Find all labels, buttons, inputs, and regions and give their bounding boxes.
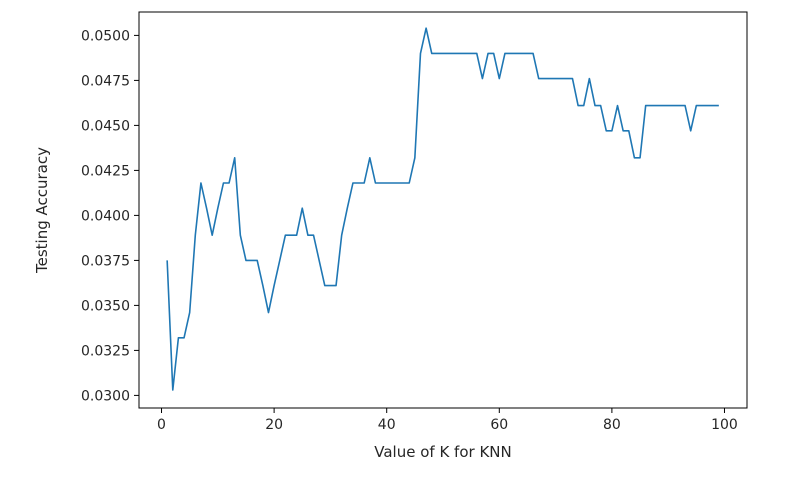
x-tick-label: 60 [490, 417, 508, 433]
y-tick-label: 0.0425 [81, 163, 130, 179]
y-tick-label: 0.0450 [81, 118, 130, 134]
x-tick-label: 20 [265, 417, 283, 433]
plot-frame [138, 11, 748, 409]
y-tick-label: 0.0300 [81, 388, 130, 404]
x-axis-title: Value of K for KNN [374, 443, 511, 461]
x-axis: 0 20 40 60 80 100 [157, 408, 738, 433]
y-tick-label: 0.0375 [81, 253, 130, 269]
x-tick-label: 80 [603, 417, 621, 433]
y-axis: 0.0300 0.0325 0.0350 0.0375 0.0400 0.0425 0.04… [81, 28, 139, 404]
y-tick-label: 0.0350 [81, 298, 130, 314]
testing-accuracy-line [166, 27, 719, 391]
y-tick-label: 0.0500 [81, 28, 130, 44]
x-tick-label: 0 [157, 417, 166, 433]
y-tick-label: 0.0475 [81, 73, 130, 89]
y-tick-label: 0.0400 [81, 208, 130, 224]
x-tick-label: 100 [711, 417, 738, 433]
y-tick-label: 0.0325 [81, 343, 130, 359]
x-tick-label: 40 [378, 417, 396, 433]
y-axis-title: Testing Accuracy [33, 147, 51, 274]
plot-area [166, 27, 719, 391]
